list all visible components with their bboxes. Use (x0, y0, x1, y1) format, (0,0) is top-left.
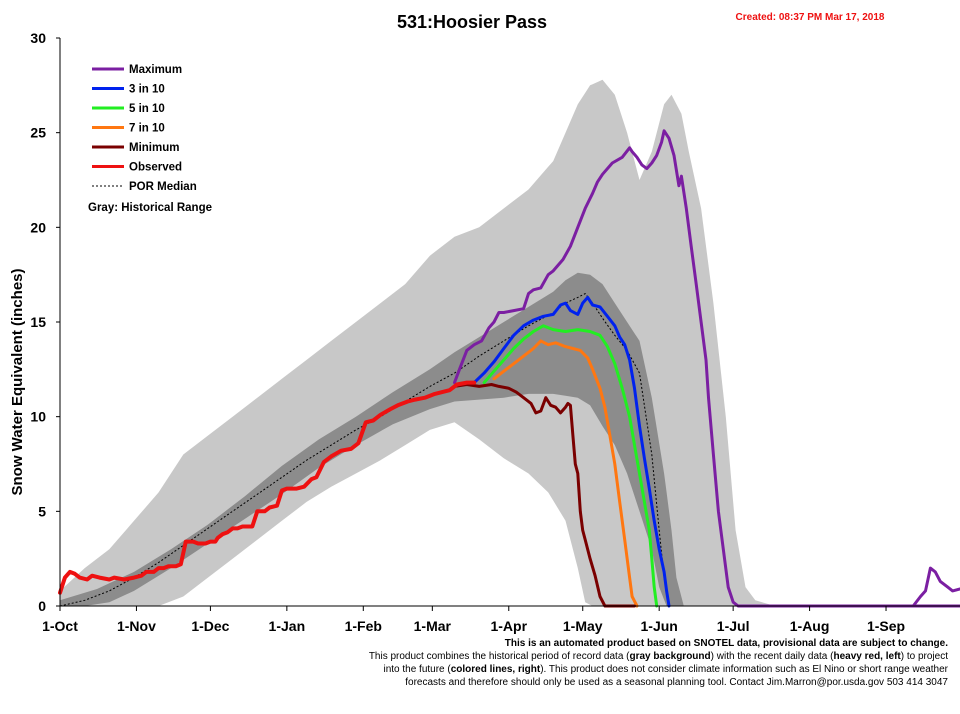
legend-label-minimum: Minimum (129, 142, 179, 154)
historical-bands (60, 79, 960, 606)
legend-label-observed: Observed (129, 162, 182, 174)
x-tick-label: 1-Apr (490, 618, 527, 634)
series-line-maximum-1 (453, 129, 960, 608)
series-line-minimum-6 (453, 383, 636, 608)
y-tick-label: 25 (30, 125, 46, 141)
disclaimer-line-2: This product combines the historical per… (369, 651, 948, 662)
y-tick-label: 20 (30, 219, 46, 235)
series-line-3-in-10-3 (472, 295, 671, 608)
axes: 0 5 10 15 20 25 30 1-Oct 1-Nov 1-Dec 1-Jan 1-Feb 1-M… (30, 30, 960, 634)
chart-title: 531:Hoosier Pass (397, 12, 547, 32)
series-lines (58, 129, 960, 608)
legend-label-por-median: POR Median (129, 181, 197, 193)
legend-label-maximum: Maximum (129, 64, 182, 76)
x-tick-label: 1-Dec (191, 618, 229, 634)
x-tick-label: 1-Sep (867, 618, 905, 634)
y-tick-label: 30 (30, 30, 46, 46)
y-tick-label: 5 (38, 503, 46, 519)
y-axis-label: Snow Water Equivalent (inches) (9, 269, 26, 496)
legend-note: Gray: Historical Range (88, 202, 212, 214)
x-tick-label: 1-Mar (414, 618, 452, 634)
series-line-7-in-10-5 (492, 339, 639, 608)
legend: Maximum 3 in 10 5 in 10 7 in 10 Minimum Obser… (88, 64, 212, 214)
x-tick-label: 1-Oct (42, 618, 78, 634)
series-line-5-in-10-4 (482, 324, 659, 608)
x-tick-label: 1-May (563, 618, 603, 634)
legend-label-3-in-10: 3 in 10 (129, 84, 165, 96)
x-tick-label: 1-Aug (790, 618, 830, 634)
created-timestamp: Created: 08:37 PM Mar 17, 2018 (736, 12, 885, 23)
x-tick-label: 1-Jul (717, 618, 750, 634)
y-tick-label: 10 (30, 409, 46, 425)
y-tick-label: 15 (30, 314, 46, 330)
x-tick-label: 1-Nov (117, 618, 156, 634)
x-tick-label: 1-Jun (641, 618, 678, 634)
disclaimer-line-1: This is an automated product based on SN… (505, 638, 948, 649)
series-line-maximum-2 (887, 566, 960, 608)
x-tick-label: 1-Jan (269, 618, 306, 634)
legend-label-7-in-10: 7 in 10 (129, 123, 165, 135)
legend-label-5-in-10: 5 in 10 (129, 103, 165, 115)
y-tick-label: 0 (38, 598, 46, 614)
x-tick-label: 1-Feb (345, 618, 382, 634)
series-line-observed-7 (58, 380, 477, 595)
disclaimer: This is an automated product based on SN… (369, 638, 949, 688)
disclaimer-line-4: forecasts and therefore should only be u… (405, 677, 948, 688)
disclaimer-line-3: into the future (colored lines, right). … (383, 664, 948, 675)
